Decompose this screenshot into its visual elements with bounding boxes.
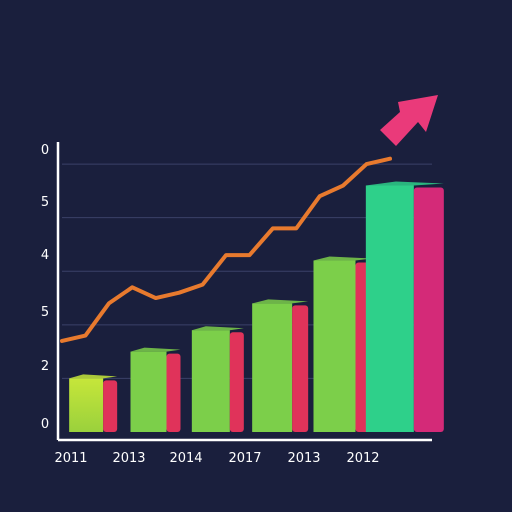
x-tick-label: 2012 — [346, 451, 379, 466]
x-tick-label: 2011 — [54, 451, 87, 466]
trend-arrow — [380, 95, 438, 146]
bar-front — [69, 378, 104, 432]
bars — [69, 181, 444, 432]
bar-top — [313, 256, 372, 261]
y-tick-label: 0 — [41, 143, 49, 158]
bar-2017 — [252, 299, 309, 432]
bar-top — [252, 299, 309, 304]
bar-top — [69, 374, 118, 379]
x-tick-label: 2013 — [287, 451, 320, 466]
trend — [60, 95, 438, 343]
axes — [56, 142, 432, 442]
y-tick-label: 5 — [41, 195, 49, 210]
bar-2013 — [130, 347, 181, 432]
bar-front — [313, 260, 356, 432]
y-tick-labels: 0 2 5 4 5 0 — [41, 143, 49, 432]
bar-front — [252, 303, 293, 432]
bar-front — [130, 351, 167, 432]
bar-2012 — [365, 181, 444, 432]
y-tick-label: 0 — [41, 417, 49, 432]
bar-side — [292, 305, 309, 432]
bar-side — [229, 332, 244, 432]
y-tick-label: 2 — [41, 359, 49, 374]
y-tick-label: 4 — [41, 248, 49, 263]
bar-2011 — [69, 374, 118, 432]
y-tick-label: 5 — [41, 305, 49, 320]
x-tick-label: 2017 — [228, 451, 261, 466]
bar-front — [365, 185, 414, 432]
trend-line — [60, 156, 392, 343]
bar-top — [130, 347, 181, 352]
bar-top — [365, 181, 444, 186]
bar-2013 — [313, 256, 372, 432]
bar-side — [166, 353, 181, 432]
x-tick-label: 2014 — [169, 451, 202, 466]
bar-2014 — [191, 326, 244, 432]
bar-side — [413, 187, 444, 432]
bar-front — [191, 330, 230, 432]
bar-side — [103, 380, 118, 432]
bar-top — [191, 326, 244, 331]
x-tick-labels: 2011 2013 2014 2017 2013 2012 — [54, 451, 379, 466]
x-tick-label: 2013 — [112, 451, 145, 466]
